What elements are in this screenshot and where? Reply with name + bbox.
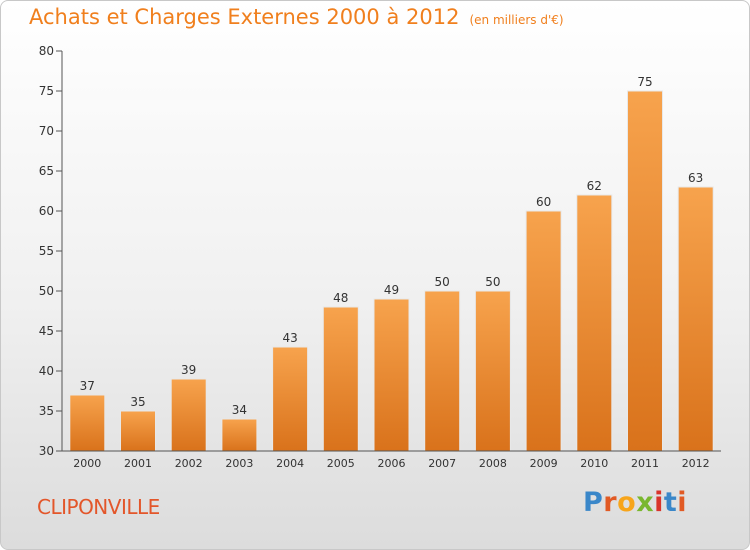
y-tick-label-75: 75 [39, 84, 54, 98]
x-tick-label-2002: 2002 [175, 457, 203, 470]
data-label-2000: 37 [80, 379, 95, 393]
data-label-2001: 35 [130, 395, 145, 409]
proxiti-logo[interactable]: Proxiti [583, 487, 687, 518]
logo-letter: x [636, 487, 655, 518]
bars-layer: 37 35 39 34 43 48 49 50 50 60 62 75 63 [69, 75, 714, 452]
y-tick-label-50: 50 [39, 284, 54, 298]
y-tick-label-65: 65 [39, 164, 54, 178]
axes-layer: 2000 2001 2002 2003 2004 2005 2006 2007 2008 2009… [39, 44, 721, 470]
data-label-2002: 39 [181, 363, 196, 377]
y-tick-label-70: 70 [39, 124, 54, 138]
y-tick-label-80: 80 [39, 44, 54, 58]
y-tick-label-55: 55 [39, 244, 54, 258]
data-label-2006: 49 [384, 283, 399, 297]
bar-2005 [322, 306, 359, 452]
data-label-2007: 50 [435, 275, 450, 289]
logo-letter: P [583, 487, 604, 518]
bar-2010 [576, 194, 613, 452]
x-tick-label-2003: 2003 [225, 457, 253, 470]
bar-2008 [474, 290, 511, 452]
x-tick-label-2005: 2005 [327, 457, 355, 470]
chart-subtitle: (en milliers d'€) [469, 13, 564, 27]
x-tick-label-2012: 2012 [682, 457, 710, 470]
x-tick-label-2000: 2000 [73, 457, 101, 470]
bar-2007 [424, 290, 461, 452]
data-label-2012: 63 [688, 171, 703, 185]
logo-letter: r [603, 487, 618, 518]
logo-letter: i [677, 487, 688, 518]
data-label-2004: 43 [282, 331, 297, 345]
bar-2011 [627, 90, 663, 452]
data-label-2008: 50 [485, 275, 500, 289]
bar-2004 [272, 346, 309, 452]
title-row: Achats et Charges Externes 2000 à 2012 (e… [29, 5, 564, 29]
bar-2009 [525, 210, 562, 452]
bar-2002 [170, 378, 207, 452]
data-label-2003: 34 [232, 403, 247, 417]
x-tick-label-2011: 2011 [631, 457, 659, 470]
data-label-2009: 60 [536, 195, 551, 209]
bar-2003 [221, 418, 258, 452]
y-tick-label-35: 35 [39, 404, 54, 418]
logo-letter: o [617, 487, 637, 518]
bar-2000 [69, 394, 106, 452]
bar-2006 [373, 298, 410, 452]
x-tick-label-2004: 2004 [276, 457, 304, 470]
bar-2012 [677, 186, 714, 452]
x-tick-label-2007: 2007 [428, 457, 456, 470]
data-label-2010: 62 [587, 179, 602, 193]
y-tick-label-60: 60 [39, 204, 54, 218]
data-label-2005: 48 [333, 291, 348, 305]
x-tick-label-2010: 2010 [580, 457, 608, 470]
y-tick-label-45: 45 [39, 324, 54, 338]
x-tick-label-2008: 2008 [479, 457, 507, 470]
x-tick-label-2006: 2006 [378, 457, 406, 470]
x-tick-label-2001: 2001 [124, 457, 152, 470]
logo-letter: i [654, 487, 664, 518]
data-label-2011: 75 [637, 75, 652, 89]
city-name: CLIPONVILLE [37, 495, 160, 519]
y-tick-label-30: 30 [39, 444, 54, 458]
bar-2001 [120, 410, 156, 452]
logo-letter: t [663, 487, 678, 518]
x-tick-label-2009: 2009 [530, 457, 558, 470]
y-tick-label-40: 40 [39, 364, 54, 378]
chart-title: Achats et Charges Externes 2000 à 2012 [29, 5, 460, 29]
